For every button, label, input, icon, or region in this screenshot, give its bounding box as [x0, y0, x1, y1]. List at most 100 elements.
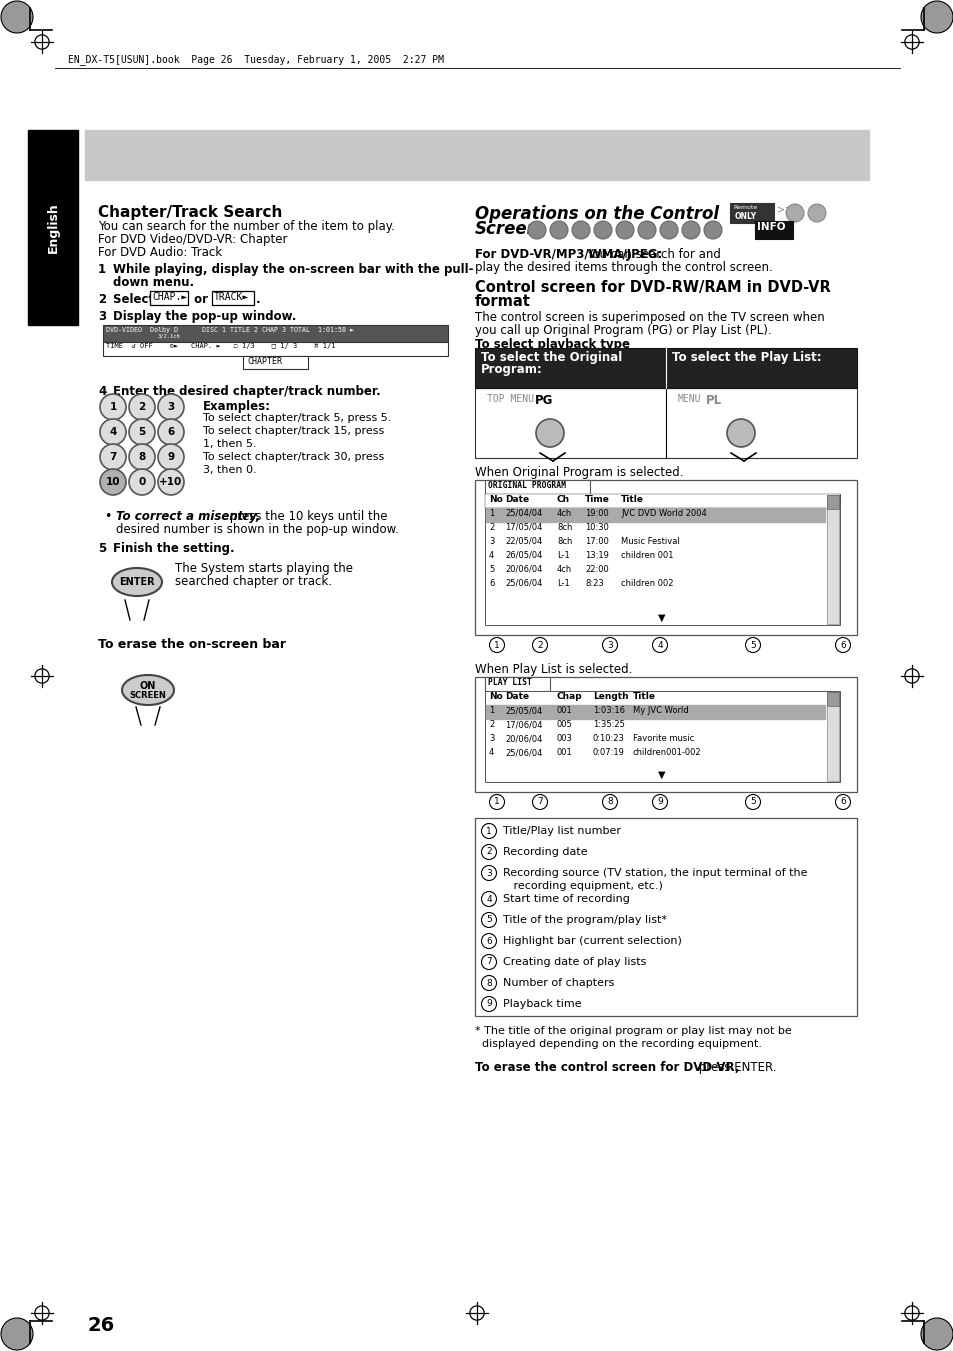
Text: You can search for the number of the item to play.: You can search for the number of the ite… [98, 220, 395, 232]
Text: * The title of the original program or play list may not be: * The title of the original program or p… [475, 1025, 791, 1036]
Text: 8: 8 [606, 797, 612, 807]
Bar [28, 130, 78, 326]
Text: PL: PL [705, 394, 721, 407]
Text: To select playback type: To select playback type [475, 338, 629, 351]
Text: For DVD Video/DVD-VR: Chapter: For DVD Video/DVD-VR: Chapter [98, 232, 287, 246]
Text: 2: 2 [489, 523, 494, 532]
Circle shape [1, 1, 33, 32]
Text: Length: Length [593, 692, 628, 701]
Text: Finish the setting.: Finish the setting. [112, 542, 234, 555]
Text: Recording date: Recording date [502, 847, 587, 857]
Bar [475, 480, 856, 635]
Bar [484, 690, 840, 782]
Text: My JVC World: My JVC World [633, 707, 688, 715]
Text: 5: 5 [749, 640, 755, 650]
Circle shape [100, 394, 126, 420]
Text: 13:19: 13:19 [584, 551, 608, 561]
Bar [243, 357, 308, 369]
Text: Recording source (TV station, the input terminal of the: Recording source (TV station, the input … [502, 867, 806, 878]
Text: 1: 1 [486, 827, 492, 835]
Text: Date: Date [504, 692, 529, 701]
Bar [826, 692, 838, 781]
Text: 3: 3 [486, 869, 492, 878]
Bar [754, 222, 792, 239]
Text: English: English [47, 203, 59, 254]
Text: To select the Play List:: To select the Play List: [671, 351, 821, 363]
Text: 2: 2 [98, 293, 106, 305]
Text: 6: 6 [840, 797, 845, 807]
Text: No: No [489, 494, 502, 504]
Bar [475, 349, 856, 388]
Text: 26/05/04: 26/05/04 [504, 551, 542, 561]
Text: To erase the control screen for DVD-VR,: To erase the control screen for DVD-VR, [475, 1061, 739, 1074]
Bar [729, 203, 773, 223]
Text: The control screen is superimposed on the TV screen when: The control screen is superimposed on th… [475, 311, 824, 324]
Text: While playing, display the on-screen bar with the pull-: While playing, display the on-screen bar… [112, 263, 473, 276]
Text: ▼: ▼ [658, 770, 665, 780]
Text: Title: Title [633, 692, 656, 701]
Text: desired number is shown in the pop-up window.: desired number is shown in the pop-up wi… [116, 523, 398, 536]
Text: press ENTER.: press ENTER. [695, 1061, 776, 1074]
Text: 17/06/04: 17/06/04 [504, 720, 542, 730]
Text: 8:23: 8:23 [584, 580, 603, 588]
Circle shape [100, 419, 126, 444]
Text: 6: 6 [840, 640, 845, 650]
Text: INFO: INFO [757, 222, 784, 232]
Text: No: No [489, 692, 502, 701]
Text: Display the pop-up window.: Display the pop-up window. [112, 309, 296, 323]
Circle shape [100, 469, 126, 494]
Text: 9: 9 [657, 797, 662, 807]
Text: 3: 3 [489, 734, 494, 743]
Text: L-1: L-1 [557, 580, 569, 588]
Text: 20/06/04: 20/06/04 [504, 734, 542, 743]
Bar [212, 290, 253, 305]
Text: PLAY LIST: PLAY LIST [488, 678, 532, 688]
Text: 17:00: 17:00 [584, 536, 608, 546]
Text: 4: 4 [489, 748, 494, 757]
Text: 25/06/04: 25/06/04 [504, 748, 542, 757]
Text: 6: 6 [489, 580, 494, 588]
Text: 001: 001 [557, 748, 572, 757]
Bar [484, 480, 589, 494]
Text: Chapter/Track Search: Chapter/Track Search [98, 205, 282, 220]
Text: you call up Original Program (PG) or Play List (PL).: you call up Original Program (PG) or Pla… [475, 324, 771, 336]
Text: 5: 5 [138, 427, 146, 436]
Text: ONLY: ONLY [734, 212, 757, 222]
Text: 22:00: 22:00 [584, 565, 608, 574]
Text: 26: 26 [88, 1316, 115, 1335]
Bar [475, 677, 856, 792]
Text: 8ch: 8ch [557, 523, 572, 532]
Circle shape [920, 1, 952, 32]
Circle shape [158, 419, 184, 444]
Circle shape [920, 1319, 952, 1350]
Text: 25/06/04: 25/06/04 [504, 580, 542, 588]
Ellipse shape [122, 676, 173, 705]
Text: 19:00: 19:00 [584, 509, 608, 517]
Text: 4: 4 [489, 551, 494, 561]
Text: 1: 1 [489, 509, 494, 517]
Text: recording equipment, etc.): recording equipment, etc.) [502, 881, 662, 892]
Text: •: • [104, 509, 112, 523]
Text: Examples:: Examples: [203, 400, 271, 413]
Text: CHAP.►: CHAP.► [152, 292, 187, 303]
Bar [485, 508, 824, 521]
Text: The System starts playing the: The System starts playing the [174, 562, 353, 576]
Text: Time: Time [584, 494, 609, 504]
Text: Select: Select [112, 293, 158, 305]
Text: Start time of recording: Start time of recording [502, 894, 629, 904]
Text: DVD-VIDEO  Dolby D      DISC 1 TITLE 2 CHAP 3 TOTAL  1:01:58 ►: DVD-VIDEO Dolby D DISC 1 TITLE 2 CHAP 3 … [106, 327, 354, 332]
Bar [484, 494, 840, 626]
Bar [826, 692, 838, 707]
Circle shape [536, 419, 563, 447]
Bar [475, 817, 856, 1016]
Text: press the 10 keys until the: press the 10 keys until the [226, 509, 387, 523]
Text: 3: 3 [489, 536, 494, 546]
Text: Title of the program/play list*: Title of the program/play list* [502, 915, 666, 925]
Text: You can search for and: You can search for and [582, 249, 720, 261]
Text: 5: 5 [98, 542, 106, 555]
Text: 6: 6 [486, 936, 492, 946]
Circle shape [129, 394, 154, 420]
Text: 17/05/04: 17/05/04 [504, 523, 542, 532]
Circle shape [807, 204, 825, 222]
Text: ORIGINAL PROGRAM: ORIGINAL PROGRAM [488, 481, 565, 490]
